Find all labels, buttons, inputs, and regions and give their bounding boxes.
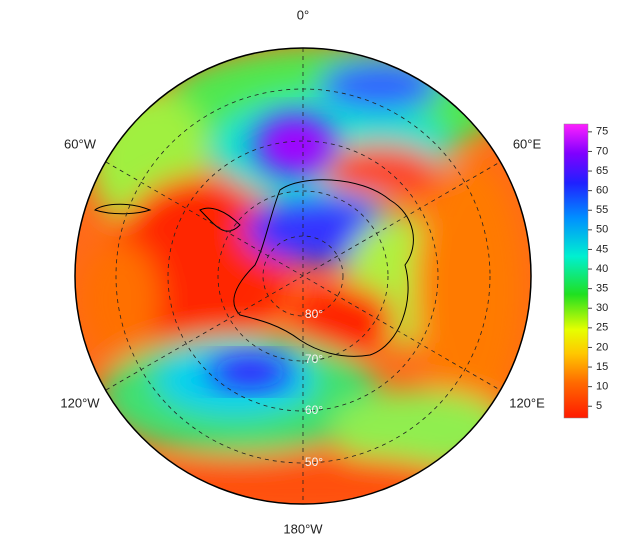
- colorbar-tick-label: 65: [596, 165, 608, 177]
- meridian-label: 60°E: [513, 136, 542, 151]
- latitude-label: 50°: [305, 455, 323, 469]
- latitude-label: 80°: [305, 307, 323, 321]
- meridian-label: 180°W: [283, 521, 323, 536]
- colorbar-tick-label: 50: [596, 224, 608, 236]
- colorbar-tick-label: 55: [596, 204, 608, 216]
- colorbar-tick-label: 45: [596, 243, 608, 255]
- colorbar-tick-label: 75: [596, 126, 608, 138]
- meridian-label: 120°E: [509, 395, 545, 410]
- colorbar-tick-label: 25: [596, 322, 608, 334]
- field: [75, 48, 531, 504]
- colorbar-tick-label: 20: [596, 341, 608, 353]
- colorbar-tick-label: 40: [596, 263, 608, 275]
- meridian-label: 120°W: [60, 395, 100, 410]
- colorbar-tick-label: 15: [596, 361, 608, 373]
- colorbar-tick-label: 70: [596, 145, 608, 157]
- colorbar-tick-label: 30: [596, 302, 608, 314]
- latitude-label: 60°: [305, 403, 323, 417]
- colorbar-tick-label: 60: [596, 185, 608, 197]
- latitude-label: 70°: [305, 352, 323, 366]
- meridian-label: 60°W: [64, 136, 97, 151]
- colorbar-tick-label: 5: [596, 400, 602, 412]
- colorbar: [563, 123, 589, 419]
- colorbar-tick-label: 10: [596, 381, 608, 393]
- meridian-label: 0°: [297, 7, 309, 22]
- colorbar-tick-label: 35: [596, 283, 608, 295]
